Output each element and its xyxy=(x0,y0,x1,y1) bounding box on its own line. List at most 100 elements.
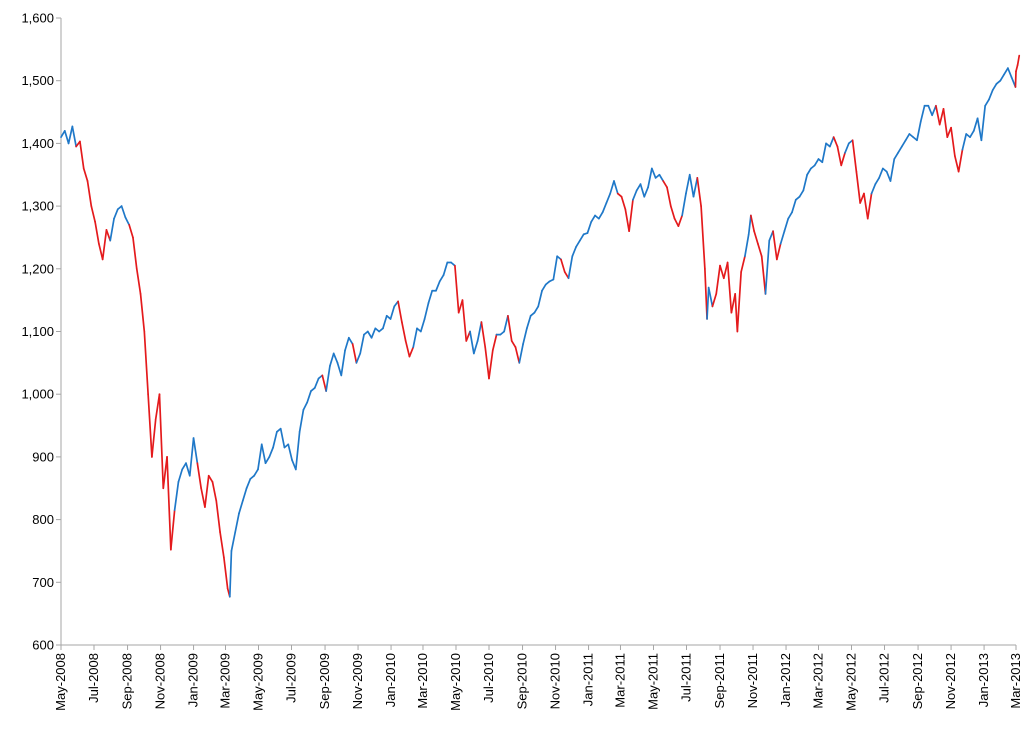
series-segment xyxy=(348,336,354,345)
series-segment xyxy=(245,477,252,490)
x-tick-label: Jul-2010 xyxy=(481,653,496,703)
series-segment xyxy=(919,104,926,123)
series-segment xyxy=(969,130,975,138)
series-segment xyxy=(105,229,112,242)
series-segment xyxy=(279,427,286,449)
series-segment xyxy=(389,305,396,320)
series-segment xyxy=(325,365,331,392)
series-segment xyxy=(510,340,517,349)
series-segment xyxy=(344,336,350,352)
series-segment xyxy=(787,211,793,220)
x-tick-label: Nov-2008 xyxy=(153,653,168,709)
x-tick-label: Mar-2013 xyxy=(1008,653,1023,709)
series-segment xyxy=(821,142,827,164)
series-segment xyxy=(219,531,225,559)
x-tick-label: Mar-2009 xyxy=(217,653,232,709)
series-segment xyxy=(120,205,127,219)
y-tick-label: 1,300 xyxy=(21,199,54,214)
series-segment xyxy=(711,293,718,308)
series-segment xyxy=(893,151,899,160)
series-segment xyxy=(465,330,471,342)
series-segment xyxy=(128,224,134,239)
x-tick-label: Sep-2008 xyxy=(120,653,135,709)
series-segment xyxy=(806,167,812,176)
series-lines xyxy=(60,54,1021,598)
series-segment xyxy=(287,443,293,461)
series-segment xyxy=(597,211,604,220)
series-segment xyxy=(147,393,153,458)
series-segment xyxy=(750,214,755,233)
series-segment xyxy=(874,177,880,186)
series-segment xyxy=(961,133,968,151)
series-segment xyxy=(60,130,66,138)
series-segment xyxy=(775,242,782,261)
series-segment xyxy=(760,255,767,295)
series-segment xyxy=(382,314,388,330)
series-segment xyxy=(999,73,1005,82)
series-segment xyxy=(984,98,990,107)
series-segment xyxy=(306,390,312,404)
x-tick-label: May-2012 xyxy=(844,653,859,711)
series-segment xyxy=(1016,54,1021,66)
series-segment xyxy=(706,286,710,320)
series-segment xyxy=(552,255,559,281)
series-segment xyxy=(688,173,695,198)
series-segment xyxy=(624,208,630,233)
x-tick-label: Nov-2011 xyxy=(745,653,760,708)
series-segment xyxy=(586,220,593,234)
series-segment xyxy=(241,487,248,502)
series-segment xyxy=(480,321,487,349)
series-segment xyxy=(98,242,104,261)
series-segment xyxy=(772,230,778,261)
x-tick-label: Nov-2009 xyxy=(350,653,365,709)
series-segment xyxy=(533,305,540,314)
x-tick-label: Sep-2009 xyxy=(317,653,332,709)
series-segment xyxy=(747,214,752,236)
series-segment xyxy=(1003,67,1009,76)
y-tick-label: 1,600 xyxy=(21,11,54,26)
series-segment xyxy=(472,340,479,355)
series-segment xyxy=(82,167,89,182)
series-segment xyxy=(211,481,218,502)
x-tick-label: Jul-2012 xyxy=(877,653,892,703)
series-segment xyxy=(590,214,596,223)
series-segment xyxy=(518,343,524,364)
series-segment xyxy=(813,158,820,167)
series-segment xyxy=(950,126,956,157)
series-segment xyxy=(484,346,490,380)
series-segment xyxy=(135,267,142,295)
series-segment xyxy=(643,186,649,198)
series-segment xyxy=(866,192,873,220)
series-segment xyxy=(294,430,301,471)
series-segment xyxy=(870,183,877,195)
series-segment xyxy=(332,352,339,364)
series-segment xyxy=(351,343,358,364)
series-segment xyxy=(844,142,850,154)
series-segment xyxy=(109,217,115,242)
series-segment xyxy=(666,186,672,207)
series-segment xyxy=(537,289,543,308)
series-segment xyxy=(942,108,949,138)
series-segment xyxy=(931,104,937,117)
series-segment xyxy=(878,167,884,179)
series-segment xyxy=(889,158,896,182)
series-segment xyxy=(101,229,108,261)
series-segment xyxy=(829,136,835,148)
x-tick-label: Sep-2010 xyxy=(515,653,530,709)
series-segment xyxy=(613,180,619,195)
series-segment xyxy=(169,509,176,551)
y-tick-label: 600 xyxy=(32,638,54,653)
series-segment xyxy=(1014,70,1017,88)
series-segment xyxy=(223,556,229,590)
series-segment xyxy=(166,456,172,551)
series-segment xyxy=(359,333,365,355)
series-segment xyxy=(79,140,85,170)
series-segment xyxy=(560,258,566,273)
x-tick-label: Jan-2013 xyxy=(976,653,991,707)
x-tick-label: May-2008 xyxy=(53,653,68,711)
series-segment xyxy=(503,314,509,333)
y-axis-ticks: 600 700 800 900 1,000 1,100 1,200 1,300 1,400 1,5… xyxy=(21,11,61,653)
series-segment xyxy=(204,474,210,508)
